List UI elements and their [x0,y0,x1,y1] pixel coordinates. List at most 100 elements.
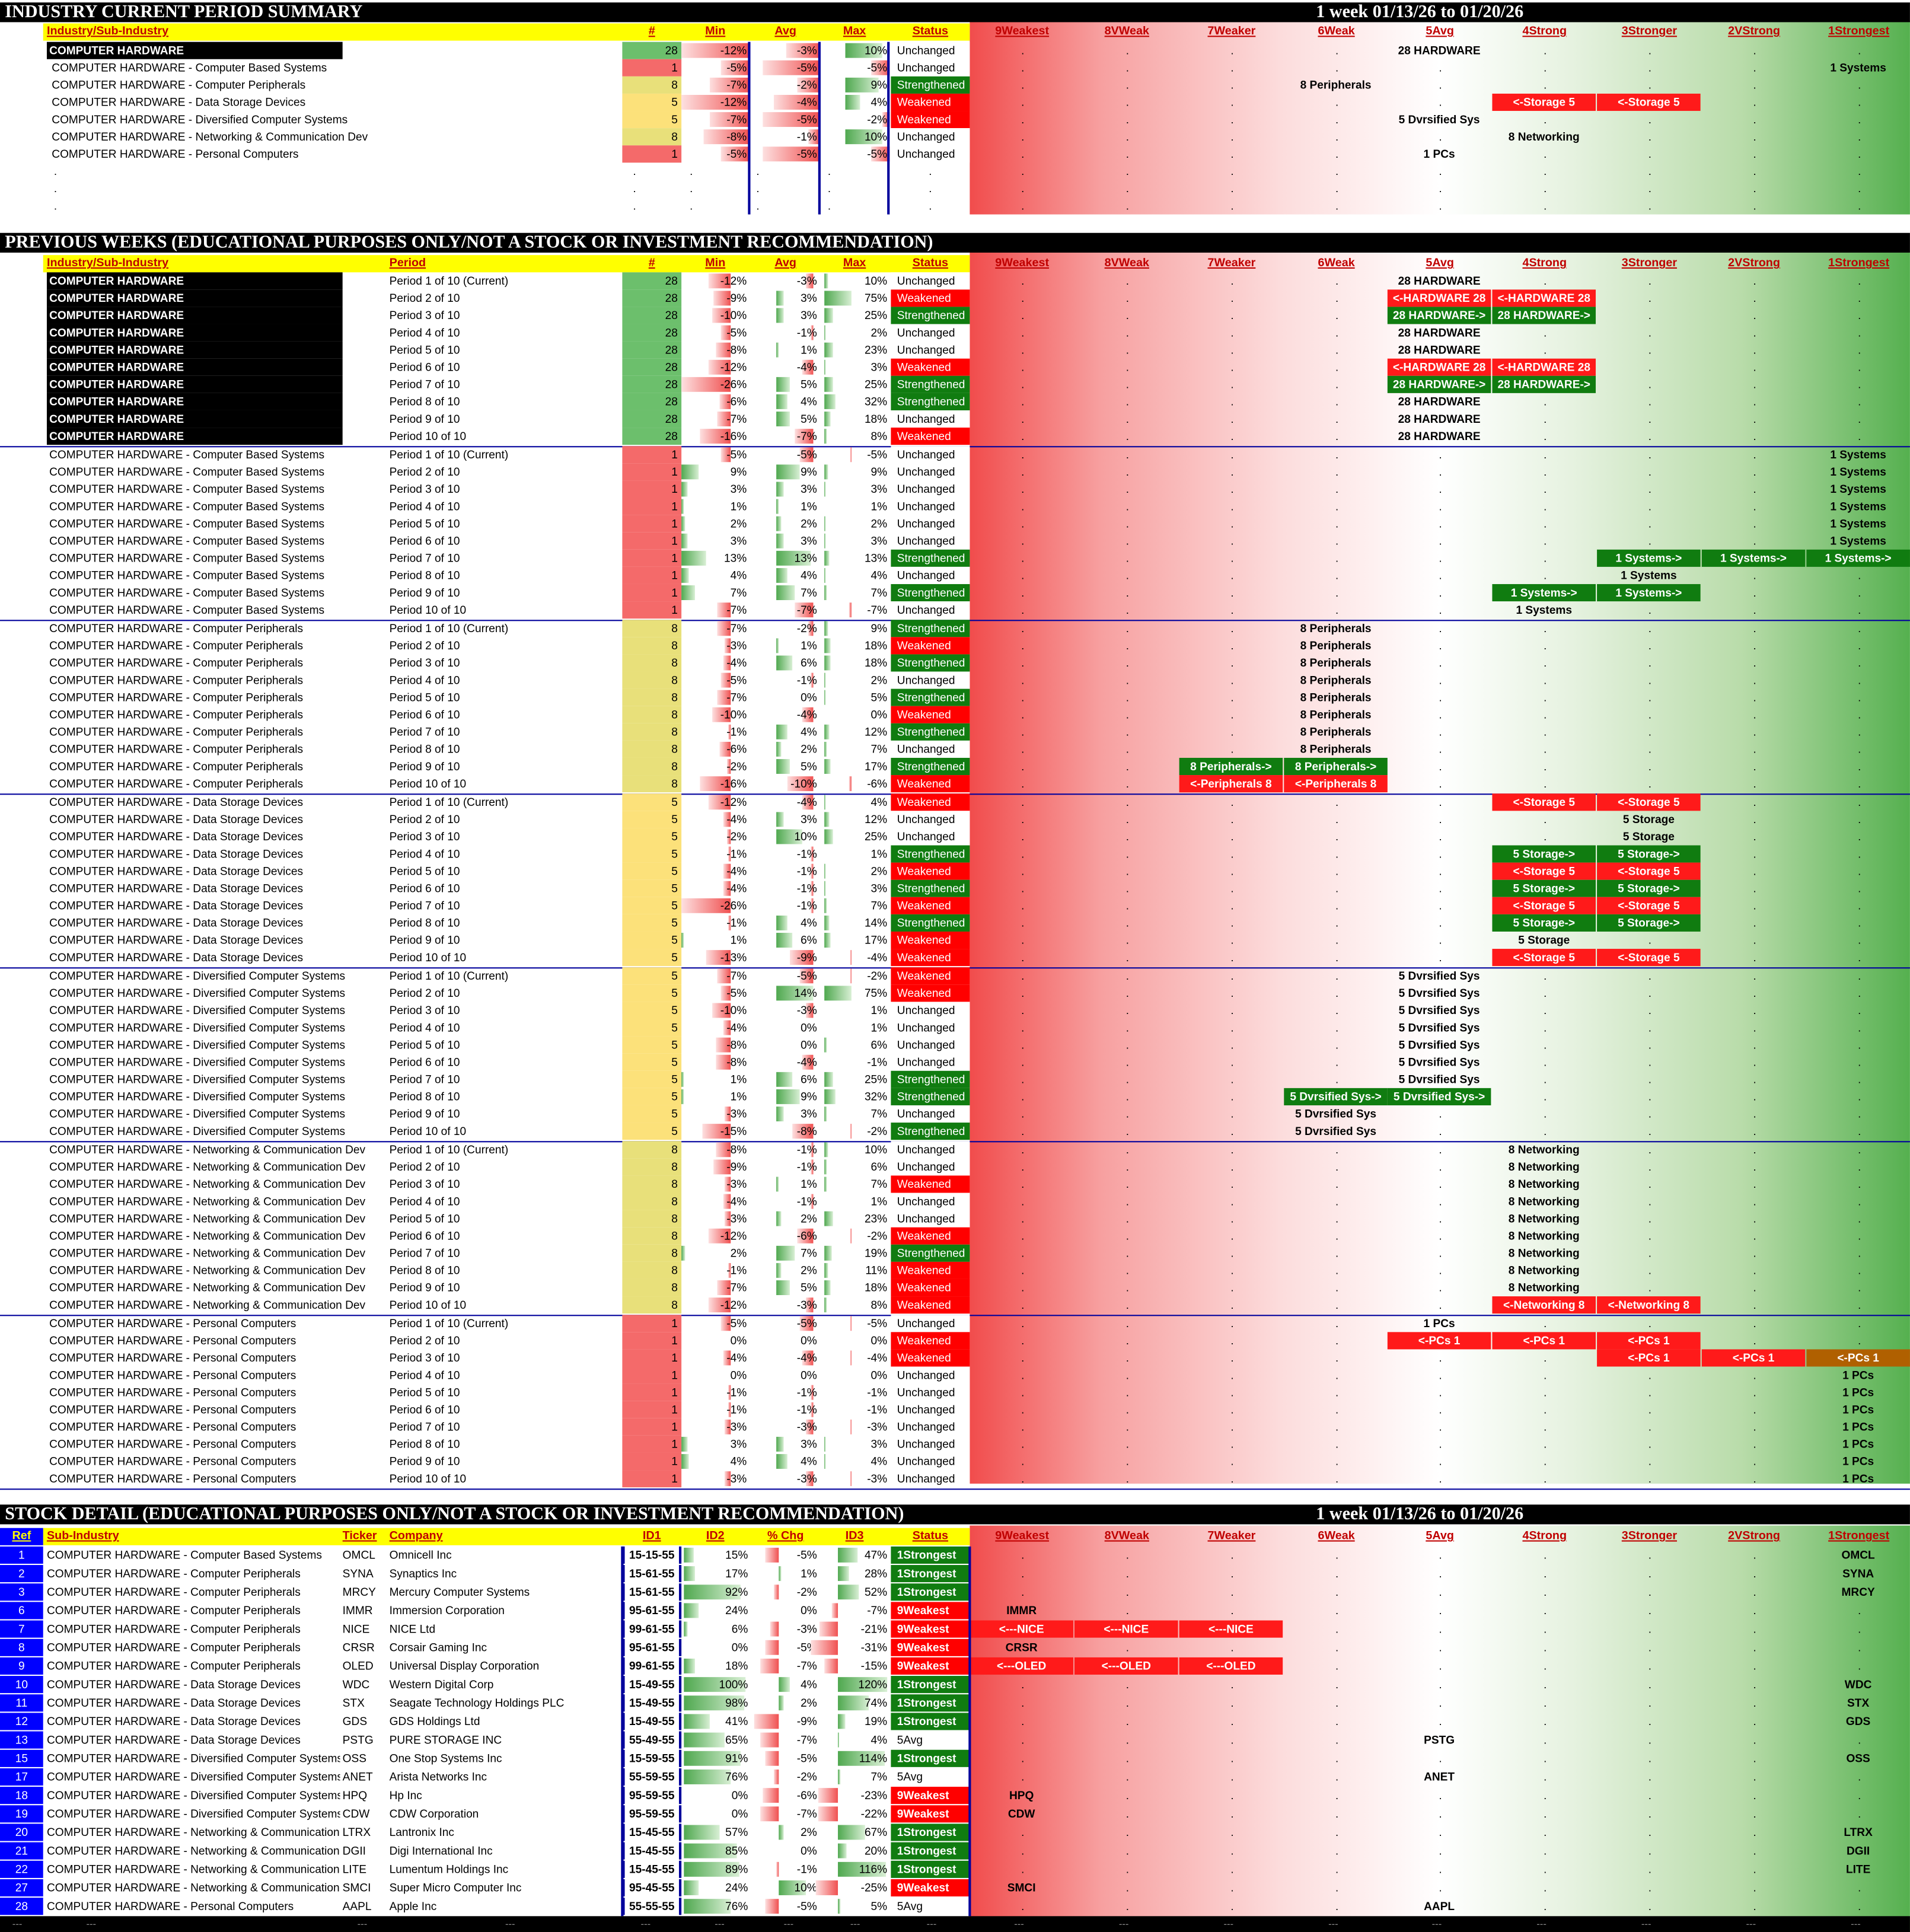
industry-name: COMPUTER HARDWARE [46,375,343,393]
lane-header-1strongest: 1Strongest [1828,24,1890,39]
lane-dot: . [1230,622,1234,635]
id3-bar [838,1585,860,1600]
period-label: Period 5 of 10 [389,865,460,878]
ticker: MRCY [342,1586,376,1599]
max-bar [776,533,785,549]
industry-name: COMPUTER HARDWARE - Computer Peripherals [49,691,304,704]
previous-row: COMPUTER HARDWARE Period 4 of 10 28 -5% -1% 2… [0,324,1910,342]
min-bar [717,602,731,618]
lane-dot: . [1648,343,1652,356]
count-cell: 28 [622,307,682,324]
lane-dot: . [1648,1091,1652,1103]
lane-cell: 28 HARDWARE [1398,396,1481,408]
max-bar [776,1454,787,1469]
max-bar [824,516,825,531]
lane-dot: . [1230,813,1234,826]
max-bar [824,915,830,930]
lane-header-8vweak: 8VWeak [1104,24,1149,39]
lane-dot: . [1021,165,1025,178]
lane-dot: . [1335,1900,1339,1913]
summary-row: COMPUTER HARDWARE - Personal Computers 1-… [0,145,1910,163]
min-cell: -3% [726,1178,747,1191]
max-cell: 23% [864,1212,888,1225]
lane-dot: . [1753,361,1756,374]
lane-dot: . [1544,413,1547,425]
footer-dash: --- [926,1918,937,1930]
avg-cell: -4% [796,1056,817,1069]
lane-dot: . [1753,326,1756,339]
avg-cell: 3% [801,1108,817,1120]
chg-bar [779,1825,785,1840]
lane-cell: 5 Storage [1622,830,1675,843]
lane-dot: . [1439,760,1442,773]
min-bar [729,1402,731,1417]
status-badge: 5Avg [891,1898,970,1915]
min-bar [850,1419,852,1434]
chg-cell: -7% [796,1660,817,1672]
lane-dot: . [1021,656,1025,669]
previous-row: COMPUTER HARDWARE - Diversified Computer… [0,1088,1910,1105]
lane-dot: . [1439,517,1442,530]
lane-dot: . [1753,847,1756,860]
min-bar [702,1124,731,1139]
lane-dot: . [1125,1604,1129,1617]
lane-dot: . [1544,674,1547,687]
lane-dot: . [1125,639,1129,652]
id2-cell: 100% [719,1678,748,1691]
industry-name: COMPUTER HARDWARE [46,341,343,359]
min-bar [709,77,750,93]
stock-row: 7 COMPUTER HARDWARE - Computer Peripheral… [0,1620,1910,1638]
period-label: Period 7 of 10 [389,725,460,738]
chg-cell: -9% [796,1715,817,1728]
max-bar [776,933,792,948]
lane-dot: . [1648,777,1652,790]
ticker: LITE [342,1863,367,1876]
lane-dot: . [1335,44,1339,57]
min-bar [713,1159,731,1175]
count-cell: 8 [622,637,682,655]
lane-dot: . [1230,1351,1234,1364]
max-bar [824,550,830,566]
max-cell: 18% [864,639,888,652]
min-cell: -12% [720,1229,747,1242]
lane-dot: . [1021,1586,1025,1599]
min-bar [725,638,731,653]
lane-dot: . [1021,551,1025,565]
lane-dot: . [1021,1161,1025,1174]
lane-dot: . [1230,130,1234,144]
lane-dot: . [1439,882,1442,895]
min-cell: -12% [720,44,747,57]
lane-cell: 8 Peripherals-> [1179,757,1283,776]
max-cell: 2% [870,674,888,687]
lane-cell: <-Storage 5 [1597,949,1701,967]
lane-cell: 5 Dvrsified Sys [1398,970,1480,983]
chg-cell: 0% [801,1604,817,1617]
previous-row: COMPUTER HARDWARE - Computer Based Syste… [0,584,1910,602]
lane-cell: 8 Peripherals [1300,725,1372,738]
lane-dot: . [1439,1264,1442,1277]
min-bar [786,776,814,792]
lane-dot: . [1335,96,1339,109]
lane-dot: . [1544,1826,1547,1839]
header-yellow-fill [43,23,970,41]
min-cell: -4% [726,656,747,669]
lane-dot: . [1230,970,1234,983]
avg-cell: -1% [796,865,817,878]
ref-cell: 10 [0,1676,43,1694]
id1-cell: 55-55-55 [622,1898,682,1915]
lane-dot: . [1753,113,1756,126]
lane-dot: . [1439,1178,1442,1191]
status-badge: Unchanged [891,1193,970,1210]
status-badge: Strengthened [891,654,970,672]
max-bar [684,1880,699,1895]
summary-blank-row: ............... [0,197,1910,214]
company: Immersion Corporation [389,1604,505,1617]
lane-cell: LTRX [1844,1826,1873,1839]
lane-dot: . [1439,1715,1442,1728]
lane-dot: . [1753,517,1756,530]
max-bar [684,1770,731,1784]
summary-title-bar: INDUSTRY CURRENT PERIOD SUMMARY 1 week 0… [0,2,1910,23]
lane-dot: . [1544,148,1547,161]
blank-dot: . [633,165,636,178]
lane-dot: . [1544,987,1547,1000]
